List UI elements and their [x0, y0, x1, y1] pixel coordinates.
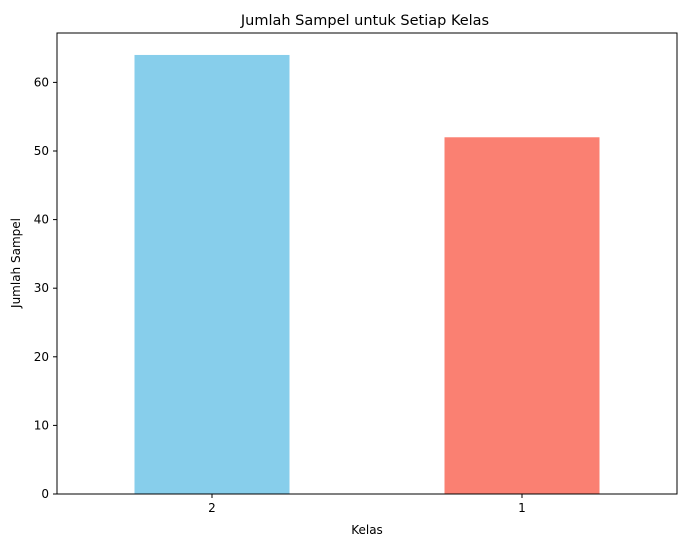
y-tick-label: 50 [34, 144, 49, 158]
x-tick-label: 2 [208, 501, 216, 515]
y-tick-label: 0 [41, 487, 49, 501]
y-tick-label: 40 [34, 213, 49, 227]
y-tick-label: 10 [34, 418, 49, 432]
y-tick-label: 20 [34, 350, 49, 364]
y-tick-label: 60 [34, 75, 49, 89]
chart-title: Jumlah Sampel untuk Setiap Kelas [240, 13, 489, 29]
y-axis: 0 10 20 30 40 50 60 [34, 75, 57, 501]
bar-1 [444, 137, 600, 494]
plot-frame [56, 32, 678, 495]
y-axis-label: Jumlah Sampel [9, 218, 23, 309]
x-axis-label: Kelas [351, 523, 383, 537]
bars-group [134, 54, 600, 494]
bar-2 [134, 54, 290, 494]
y-tick-label: 30 [34, 281, 49, 295]
x-tick-label: 1 [518, 501, 526, 515]
